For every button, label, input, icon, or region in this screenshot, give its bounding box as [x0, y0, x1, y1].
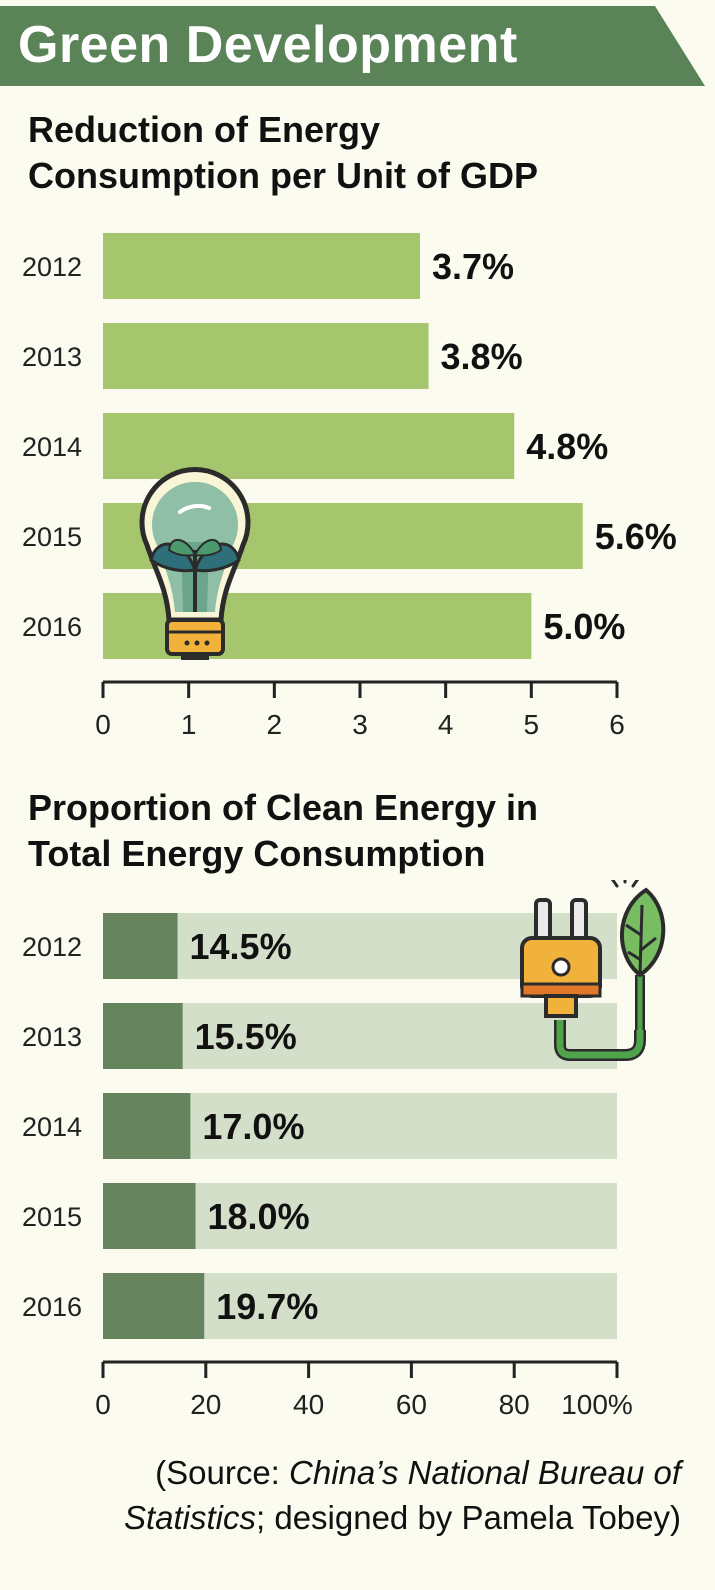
- header-banner: [0, 6, 705, 86]
- value-label-2014: 4.8%: [526, 426, 608, 467]
- bar-2015: [103, 1183, 196, 1249]
- category-label-2014: 2014: [22, 1112, 82, 1142]
- chart-1-title: Reduction of Energy Consumption per Unit…: [28, 107, 618, 199]
- category-label-2014: 2014: [22, 432, 82, 462]
- lightbulb-icon: [139, 467, 251, 660]
- bar-2014: [103, 413, 515, 479]
- source-note: (Source: China’s National Bureau of Stat…: [41, 1450, 681, 1540]
- bar-2012: [103, 233, 420, 299]
- category-label-2013: 2013: [22, 1022, 82, 1052]
- x-tick-label-0: 0: [95, 1389, 111, 1420]
- category-label-2016: 2016: [22, 1292, 82, 1322]
- x-tick-label-4: 80: [499, 1389, 530, 1420]
- source-rest: ; designed by Pamela Tobey): [256, 1499, 681, 1536]
- bar-2012: [103, 913, 178, 979]
- category-label-2015: 2015: [22, 1202, 82, 1232]
- x-tick-label-2: 40: [293, 1389, 324, 1420]
- bar-track-2013: [103, 1003, 617, 1069]
- value-label-2015: 18.0%: [208, 1196, 310, 1237]
- category-label-2015: 2015: [22, 522, 82, 552]
- x-tick-label-2: 2: [267, 709, 283, 740]
- bar-2014: [103, 1093, 191, 1159]
- value-label-2012: 3.7%: [432, 246, 514, 287]
- x-tick-label-5: 100%: [561, 1389, 633, 1420]
- energy-reduction-chart: 2012 3.7%2013 3.8%2014 4.8%2015 5.6%2016 5.0%…: [22, 233, 677, 740]
- plug-leaf-icon: [520, 880, 666, 1061]
- bar-2016: [103, 1273, 205, 1339]
- value-label-2013: 3.8%: [441, 336, 523, 377]
- x-tick-label-3: 3: [352, 709, 368, 740]
- clean-energy-chart: 2012 14.5% 2013 15.5% 2014 17.0% 2015 18.0% 2016…: [22, 880, 666, 1420]
- source-org: China’s National Bureau of Statistics: [123, 1454, 681, 1536]
- category-label-2012: 2012: [22, 252, 82, 282]
- category-label-2012: 2012: [22, 932, 82, 962]
- chart-2-title-text: Proportion of Clean Energy in Total Ener…: [28, 787, 539, 874]
- category-label-2013: 2013: [22, 342, 82, 372]
- x-tick-label-1: 20: [190, 1389, 221, 1420]
- page-title: Green Development: [18, 16, 518, 74]
- bar-2013: [103, 323, 429, 389]
- x-tick-label-6: 6: [609, 709, 625, 740]
- bar-2013: [103, 1003, 183, 1069]
- value-label-2012: 14.5%: [190, 926, 292, 967]
- x-tick-label-3: 60: [396, 1389, 427, 1420]
- x-tick-label-4: 4: [438, 709, 454, 740]
- x-tick-label-1: 1: [181, 709, 197, 740]
- x-tick-label-0: 0: [95, 709, 111, 740]
- value-label-2014: 17.0%: [202, 1106, 304, 1147]
- chart-1-title-text: Reduction of Energy Consumption per Unit…: [28, 109, 538, 196]
- x-tick-label-5: 5: [524, 709, 540, 740]
- source-open: (Source:: [155, 1454, 290, 1491]
- value-label-2016: 19.7%: [216, 1286, 318, 1327]
- value-label-2016: 5.0%: [543, 606, 625, 647]
- chart-2-title: Proportion of Clean Energy in Total Ener…: [28, 785, 618, 877]
- value-label-2015: 5.6%: [595, 516, 677, 557]
- category-label-2016: 2016: [22, 612, 82, 642]
- value-label-2013: 15.5%: [195, 1016, 297, 1057]
